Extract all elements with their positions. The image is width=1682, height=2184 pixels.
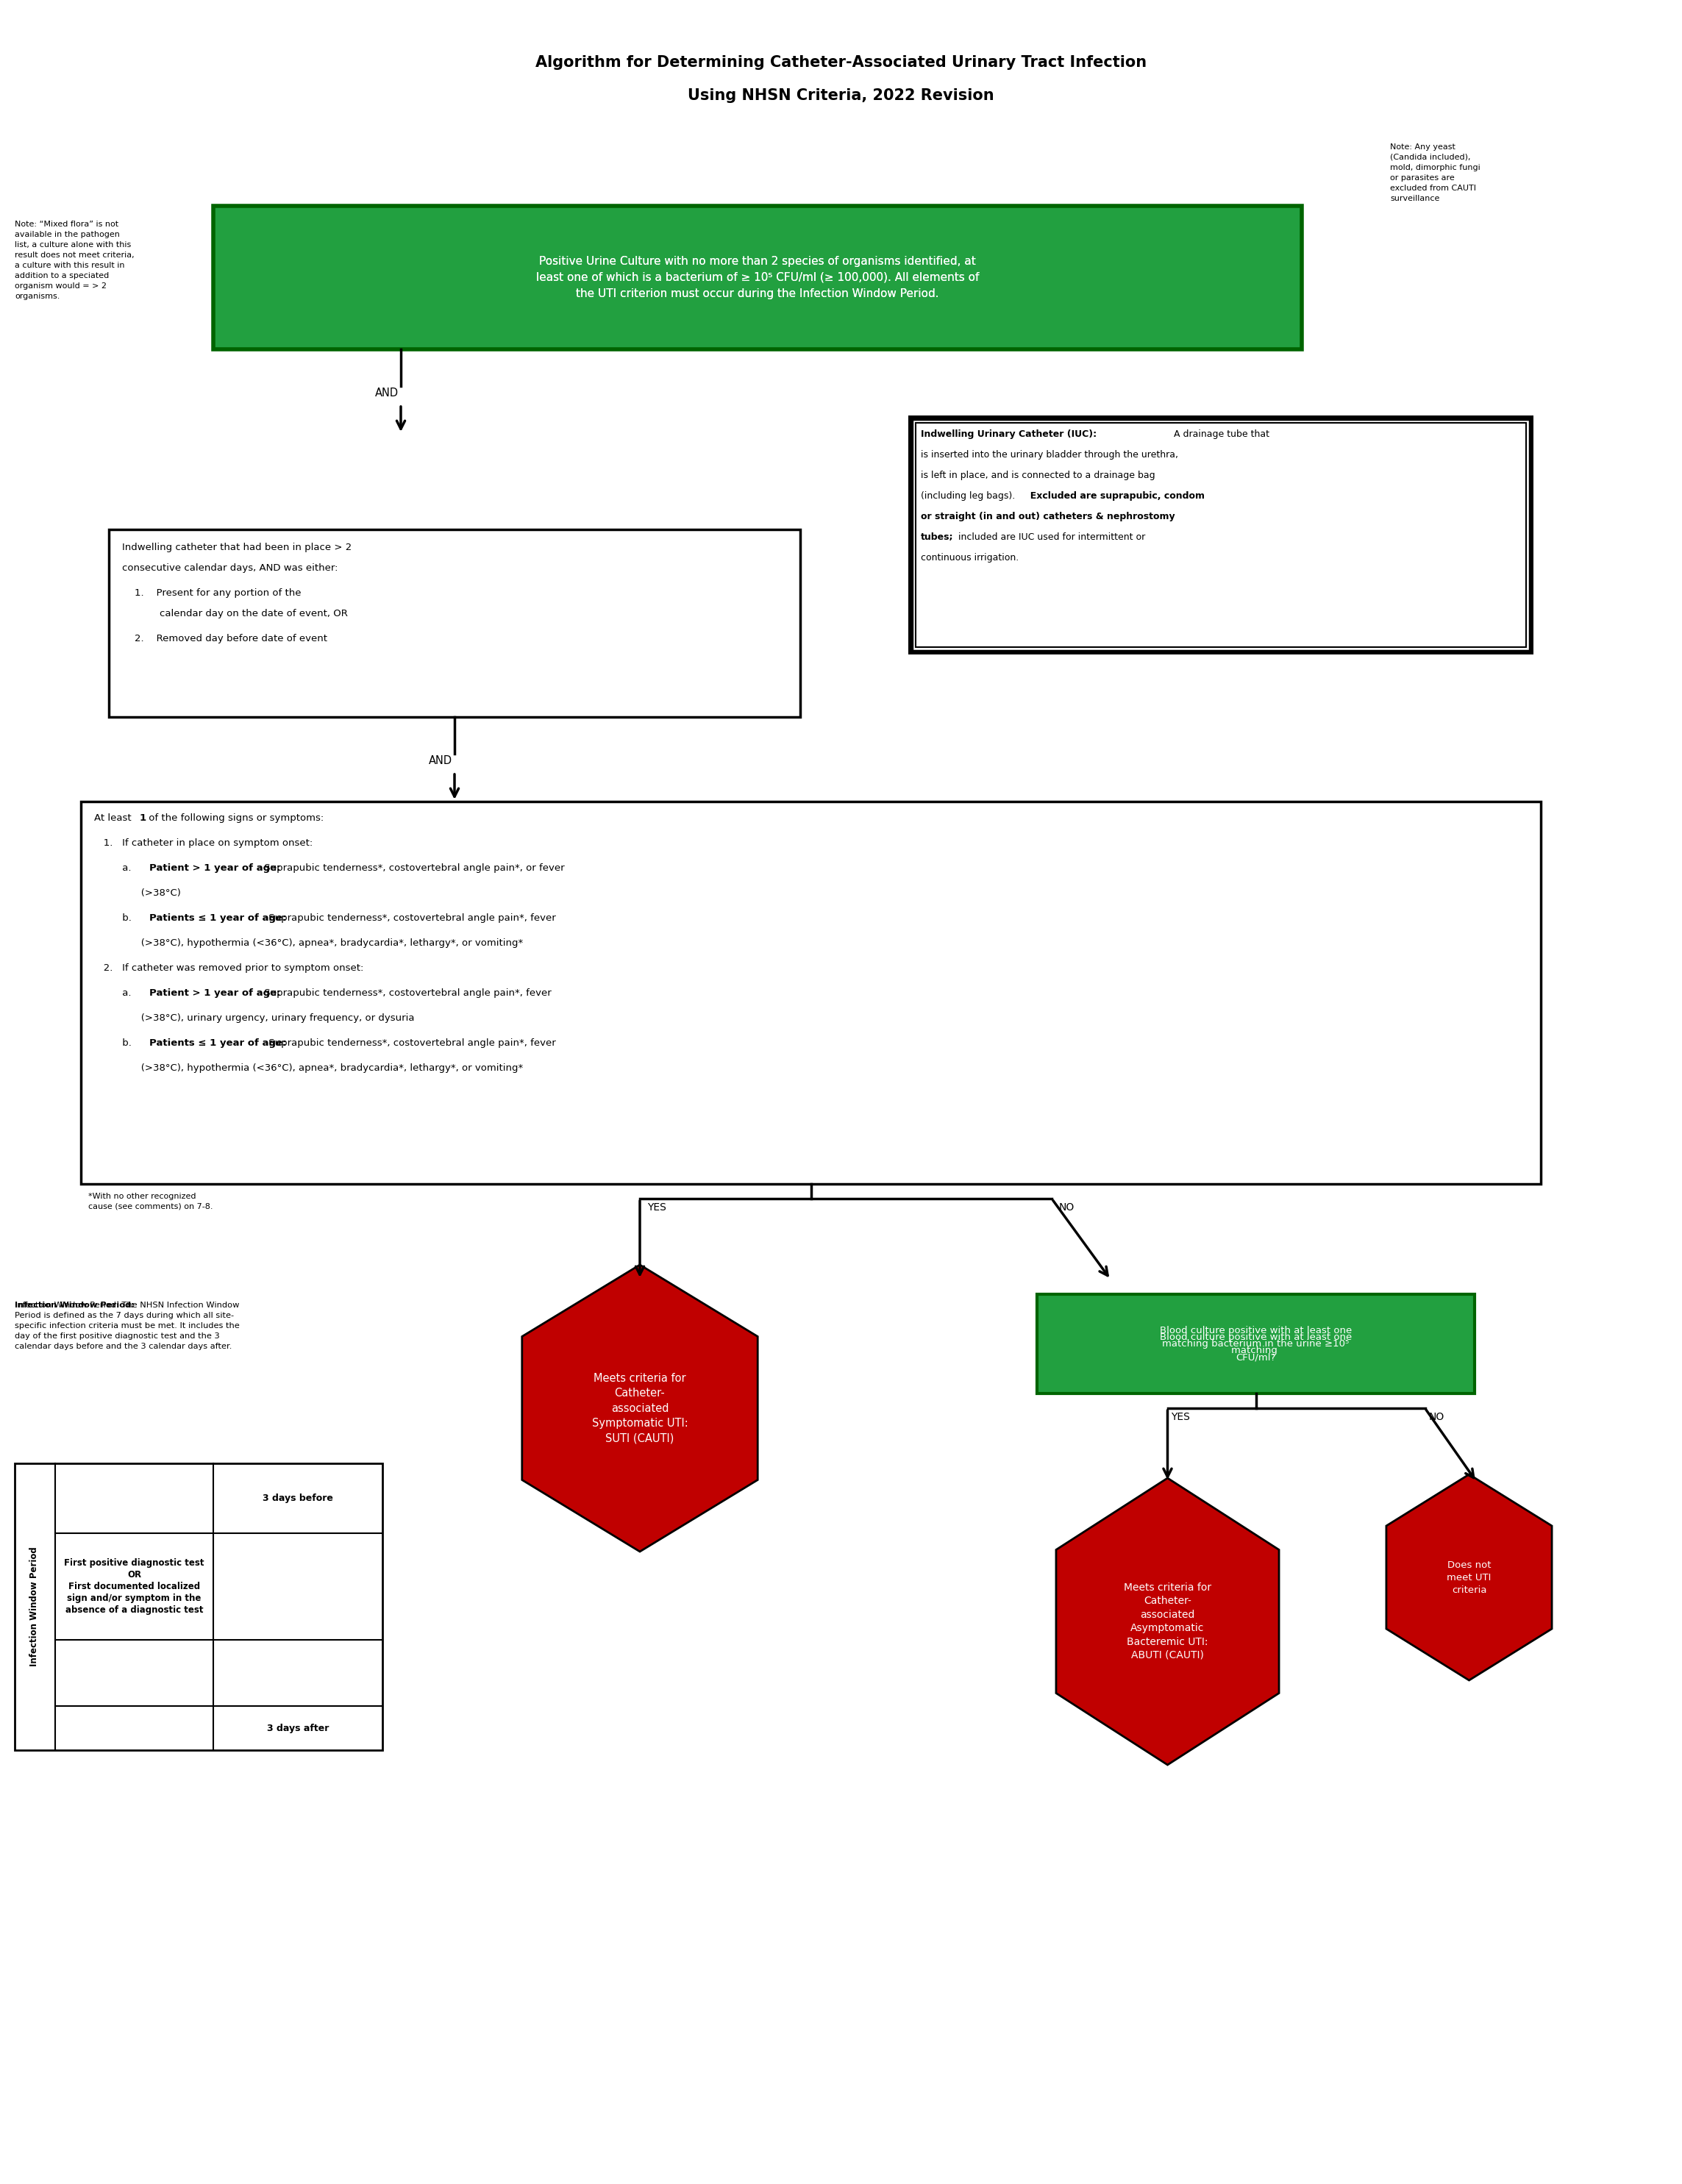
- Text: Suprapubic tenderness*, costovertebral angle pain*, or fever: Suprapubic tenderness*, costovertebral a…: [261, 863, 565, 874]
- Text: b.: b.: [94, 1037, 141, 1048]
- Text: or straight (in and out) catheters & nephrostomy: or straight (in and out) catheters & nep…: [920, 511, 1176, 522]
- Text: Indwelling catheter that had been in place > 2: Indwelling catheter that had been in pla…: [123, 542, 352, 553]
- Text: continuous irrigation.: continuous irrigation.: [920, 553, 1019, 563]
- Text: 2.   If catheter was removed prior to symptom onset:: 2. If catheter was removed prior to symp…: [94, 963, 363, 972]
- Text: 1: 1: [140, 812, 146, 823]
- Text: A drainage tube that: A drainage tube that: [1171, 430, 1270, 439]
- Text: Note: Any yeast
(Candida included),
mold, dimorphic fungi
or parasites are
exclu: Note: Any yeast (Candida included), mold…: [1389, 144, 1480, 203]
- Text: Blood culture positive with at least one
matching bacterium in the urine ≥10⁵
CF: Blood culture positive with at least one…: [1159, 1326, 1352, 1363]
- Text: First positive diagnostic test
OR
First documented localized
sign and/or symptom: First positive diagnostic test OR First …: [64, 1557, 204, 1614]
- Text: Patients ≤ 1 year of age:: Patients ≤ 1 year of age:: [150, 1037, 286, 1048]
- Bar: [1038, 1295, 1475, 1393]
- Text: *With no other recognized
cause (see comments) on 7-8.: *With no other recognized cause (see com…: [87, 1192, 214, 1210]
- Text: 1.   If catheter in place on symptom onset:: 1. If catheter in place on symptom onset…: [94, 839, 313, 847]
- Bar: [214, 205, 1302, 349]
- Text: 3 days before: 3 days before: [262, 1494, 333, 1503]
- Text: Does not
meet UTI
criteria: Does not meet UTI criteria: [1447, 1559, 1492, 1594]
- Bar: [81, 802, 1541, 1184]
- Text: 1.    Present for any portion of the: 1. Present for any portion of the: [123, 587, 301, 598]
- Text: YES: YES: [1171, 1411, 1191, 1422]
- Text: Note: “Mixed flora” is not
available in the pathogen
list, a culture alone with : Note: “Mixed flora” is not available in …: [15, 221, 135, 299]
- Text: is left in place, and is connected to a drainage bag: is left in place, and is connected to a …: [920, 470, 1156, 480]
- Text: tubes;: tubes;: [920, 533, 954, 542]
- Bar: [109, 529, 801, 716]
- Text: a.: a.: [94, 863, 141, 874]
- Bar: [15, 1463, 382, 1749]
- Polygon shape: [1386, 1474, 1552, 1679]
- Text: Infection Window Period: Infection Window Period: [30, 1546, 39, 1666]
- Text: Using NHSN Criteria, 2022 Revision: Using NHSN Criteria, 2022 Revision: [688, 87, 994, 103]
- Text: YES: YES: [648, 1203, 666, 1212]
- Text: Patient > 1 year of age:: Patient > 1 year of age:: [150, 863, 281, 874]
- Text: (including leg bags).: (including leg bags).: [920, 491, 1016, 500]
- Text: Meets criteria for
Catheter-
associated
Asymptomatic
Bacteremic UTI:
ABUTI (CAUT: Meets criteria for Catheter- associated …: [1124, 1583, 1211, 1660]
- Text: Excluded are suprapubic, condom: Excluded are suprapubic, condom: [1024, 491, 1204, 500]
- Text: NO: NO: [1428, 1411, 1445, 1422]
- Bar: [912, 419, 1529, 651]
- Text: Suprapubic tenderness*, costovertebral angle pain*, fever: Suprapubic tenderness*, costovertebral a…: [261, 989, 552, 998]
- Text: Infection Window Period:: Infection Window Period:: [15, 1302, 135, 1308]
- Text: consecutive calendar days, AND was either:: consecutive calendar days, AND was eithe…: [123, 563, 338, 572]
- Text: Patient > 1 year of age:: Patient > 1 year of age:: [150, 989, 281, 998]
- Text: Positive Urine Culture with no more than 2 species of organisms identified, at
l: Positive Urine Culture with no more than…: [537, 256, 979, 299]
- Text: Patients ≤ 1 year of age:: Patients ≤ 1 year of age:: [150, 913, 286, 924]
- Text: 2.    Removed day before date of event: 2. Removed day before date of event: [123, 633, 328, 644]
- Bar: [908, 415, 1534, 655]
- Polygon shape: [1056, 1479, 1278, 1765]
- Text: Infection Window Period: The NHSN Infection Window
Period is defined as the 7 da: Infection Window Period: The NHSN Infect…: [15, 1302, 239, 1350]
- Text: AND: AND: [429, 756, 452, 767]
- Text: Algorithm for Determining Catheter-Associated Urinary Tract Infection: Algorithm for Determining Catheter-Assoc…: [535, 55, 1147, 70]
- Text: (>38°C), urinary urgency, urinary frequency, or dysuria: (>38°C), urinary urgency, urinary freque…: [94, 1013, 414, 1022]
- Text: a.: a.: [94, 989, 141, 998]
- Text: (>38°C), hypothermia (<36°C), apnea*, bradycardia*, lethargy*, or vomiting*: (>38°C), hypothermia (<36°C), apnea*, br…: [94, 939, 523, 948]
- Text: calendar day on the date of event, OR: calendar day on the date of event, OR: [123, 609, 348, 618]
- Text: At least: At least: [94, 812, 135, 823]
- Text: Blood culture positive with at least one
matching: Blood culture positive with at least one…: [1159, 1332, 1352, 1356]
- Text: 3 days after: 3 days after: [267, 1723, 330, 1732]
- Text: (>38°C), hypothermia (<36°C), apnea*, bradycardia*, lethargy*, or vomiting*: (>38°C), hypothermia (<36°C), apnea*, br…: [94, 1064, 523, 1072]
- Text: NO: NO: [1060, 1203, 1075, 1212]
- Text: of the following signs or symptoms:: of the following signs or symptoms:: [146, 812, 325, 823]
- Text: Positive Urine Culture with no more than 2 species of organisms identified, at
l: Positive Urine Culture with no more than…: [537, 256, 979, 299]
- Text: Suprapubic tenderness*, costovertebral angle pain*, fever: Suprapubic tenderness*, costovertebral a…: [266, 1037, 555, 1048]
- Text: Meets criteria for
Catheter-
associated
Symptomatic UTI:
SUTI (CAUTI): Meets criteria for Catheter- associated …: [592, 1374, 688, 1444]
- Text: is inserted into the urinary bladder through the urethra,: is inserted into the urinary bladder thr…: [920, 450, 1177, 459]
- Text: Indwelling Urinary Catheter (IUC):: Indwelling Urinary Catheter (IUC):: [920, 430, 1097, 439]
- Text: included are IUC used for intermittent or: included are IUC used for intermittent o…: [955, 533, 1145, 542]
- Text: AND: AND: [375, 387, 399, 397]
- Text: (>38°C): (>38°C): [94, 889, 182, 898]
- Polygon shape: [521, 1265, 757, 1551]
- Text: Suprapubic tenderness*, costovertebral angle pain*, fever: Suprapubic tenderness*, costovertebral a…: [266, 913, 555, 924]
- Bar: [915, 424, 1526, 646]
- Text: b.: b.: [94, 913, 141, 924]
